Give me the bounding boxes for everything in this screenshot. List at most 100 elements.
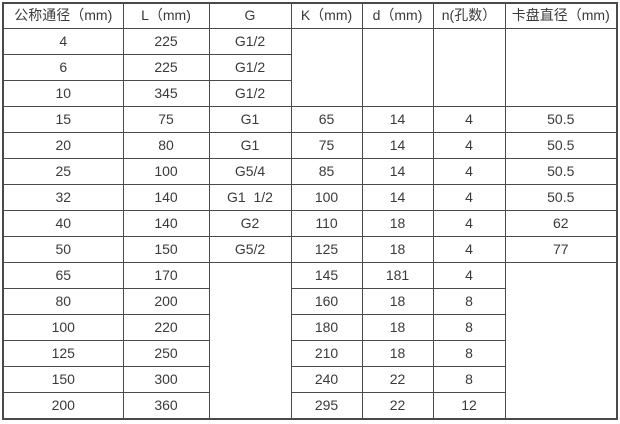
table-cell: 160 <box>290 288 363 315</box>
column-header: d（mm) <box>361 2 434 29</box>
table-cell: 200 <box>2 392 124 420</box>
table-cell: 4 <box>432 262 506 289</box>
table-cell: 4 <box>432 210 506 237</box>
table-cell: 50.5 <box>504 184 618 211</box>
table-cell: G1/2 <box>208 28 292 55</box>
table-cell: 18 <box>361 236 434 263</box>
table-cell: 14 <box>361 132 434 159</box>
merged-cell <box>290 28 363 107</box>
table-cell: 360 <box>122 392 210 420</box>
table-cell: 125 <box>2 340 124 367</box>
table-cell: G5/2 <box>208 236 292 263</box>
table-cell: 200 <box>122 288 210 315</box>
table-cell: 4 <box>432 158 506 185</box>
table-cell: 295 <box>290 392 363 420</box>
column-header: n(孔数） <box>432 2 506 29</box>
table-cell: 110 <box>290 210 363 237</box>
table-row: 65 170 145 181 4 <box>2 262 618 420</box>
table-cell: 12 <box>432 392 506 420</box>
table-cell: 100 <box>122 158 210 185</box>
table-cell: 150 <box>2 366 124 393</box>
table-cell: 15 <box>2 106 124 133</box>
table-cell: 22 <box>361 366 434 393</box>
table-row: 150 300 240 22 8 <box>2 366 617 393</box>
table-cell: 75 <box>122 106 210 133</box>
column-header: G <box>208 2 292 29</box>
table-cell: 140 <box>122 210 210 237</box>
table-row: 80 200 160 18 8 <box>2 288 617 315</box>
table-cell: 170 <box>122 262 210 289</box>
table-row: 20 80 G1 75 14 4 50.5 <box>2 132 618 159</box>
table-cell: 181 <box>361 262 434 289</box>
column-header: 公称通径（mm) <box>2 2 124 29</box>
table-cell: 80 <box>2 288 124 315</box>
merged-cell <box>208 262 292 420</box>
table-cell: 140 <box>122 184 210 211</box>
table-cell: 225 <box>122 28 210 55</box>
table-cell: 8 <box>432 288 506 315</box>
table-row: 50 150 G5/2 125 18 4 77 <box>2 236 618 263</box>
table-cell: 18 <box>361 340 434 367</box>
table-cell: 14 <box>361 106 434 133</box>
table-cell: G1/2 <box>208 80 292 107</box>
table-cell: 4 <box>2 28 124 55</box>
table-cell: 14 <box>361 158 434 185</box>
table-cell: 50 <box>2 236 124 263</box>
table-cell: 100 <box>290 184 363 211</box>
table-body: 4 225 G1/2 6 225 G1/2 10 345 G1/2 15 75 G1 65 14 4 50.5… <box>2 28 618 420</box>
column-header: L（mm) <box>122 2 210 29</box>
table-cell: 80 <box>122 132 210 159</box>
table-cell: 32 <box>2 184 124 211</box>
merged-cell <box>432 28 506 107</box>
table-cell: 18 <box>361 314 434 341</box>
table-cell: 300 <box>122 366 210 393</box>
table-cell: 220 <box>122 314 210 341</box>
table-row: 25 100 G5/4 85 14 4 50.5 <box>2 158 618 185</box>
table-row: 125 250 210 18 8 <box>2 340 617 367</box>
table-cell: 150 <box>122 236 210 263</box>
table-cell: 18 <box>361 210 434 237</box>
table-cell: G1 1/2 <box>208 184 292 211</box>
table-cell: 10 <box>2 80 124 107</box>
table-cell: 8 <box>432 314 506 341</box>
table-cell: 50.5 <box>504 106 618 133</box>
table-cell: 20 <box>2 132 124 159</box>
table-cell: 240 <box>290 366 363 393</box>
merged-cell <box>504 262 618 420</box>
table-cell: 77 <box>504 236 618 263</box>
table-cell: 22 <box>361 392 434 420</box>
table-cell: 85 <box>290 158 363 185</box>
column-header: K（mm) <box>290 2 363 29</box>
table-cell: 50.5 <box>504 158 618 185</box>
table-cell: 25 <box>2 158 124 185</box>
table-cell: 62 <box>504 210 618 237</box>
table-row: 15 75 G1 65 14 4 50.5 <box>2 106 618 133</box>
table-cell: 40 <box>2 210 124 237</box>
table-cell: 75 <box>290 132 363 159</box>
table-cell: 8 <box>432 340 506 367</box>
column-header: 卡盘直径（mm) <box>504 2 618 29</box>
table-cell: 4 <box>432 184 506 211</box>
table-cell: 65 <box>290 106 363 133</box>
table-cell: 4 <box>432 236 506 263</box>
table-cell: 345 <box>122 80 210 107</box>
table-row: 200 360 295 22 12 <box>2 392 617 420</box>
table-cell: 225 <box>122 54 210 81</box>
table-cell: 8 <box>432 366 506 393</box>
table-row: 6 225 G1/2 <box>2 54 617 81</box>
table-cell: G1 <box>208 106 292 133</box>
table-cell: 125 <box>290 236 363 263</box>
table-cell: 65 <box>2 262 124 289</box>
table-cell: 210 <box>290 340 363 367</box>
table-cell: 4 <box>432 132 506 159</box>
merged-cell <box>504 28 618 107</box>
table-cell: 4 <box>432 106 506 133</box>
table-cell: 6 <box>2 54 124 81</box>
table-cell: 250 <box>122 340 210 367</box>
table-cell: G1 <box>208 132 292 159</box>
table-row: 32 140 G1 1/2 100 14 4 50.5 <box>2 184 618 211</box>
table-cell: 145 <box>290 262 363 289</box>
table-cell: 18 <box>361 288 434 315</box>
